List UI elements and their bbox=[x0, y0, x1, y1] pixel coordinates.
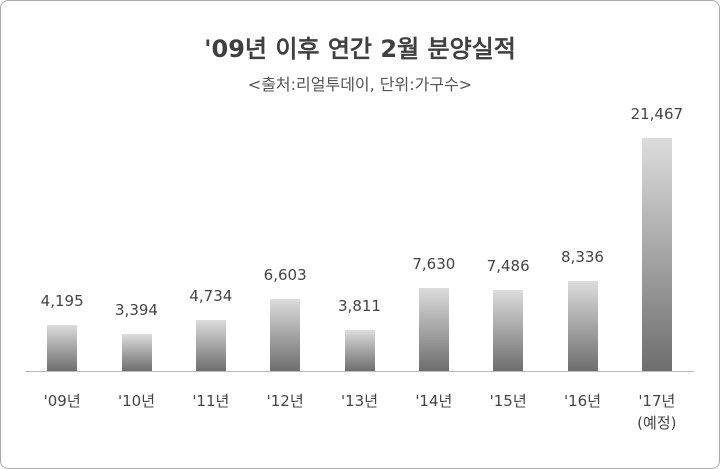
data-label: 7,630 bbox=[412, 255, 456, 274]
data-label: 6,603 bbox=[263, 266, 307, 285]
bar bbox=[47, 325, 78, 371]
bar bbox=[344, 329, 375, 371]
x-tick-label: '14년 bbox=[415, 392, 453, 410]
data-label: 4,734 bbox=[189, 286, 233, 305]
x-tick-label: '17년 (예정) bbox=[637, 392, 677, 432]
bar bbox=[418, 288, 449, 371]
bar bbox=[567, 280, 598, 371]
data-label: 7,486 bbox=[486, 256, 530, 275]
bar bbox=[270, 299, 301, 371]
x-tick-label: '16년 bbox=[563, 392, 601, 410]
data-label: 3,811 bbox=[338, 296, 381, 315]
baseline bbox=[25, 371, 694, 372]
data-label: 21,467 bbox=[630, 105, 684, 123]
x-tick-label: '11년 bbox=[192, 392, 230, 410]
x-tick-label: '12년 bbox=[266, 392, 304, 410]
bar bbox=[493, 289, 524, 371]
bar bbox=[121, 334, 152, 371]
x-tick-label: '09년 bbox=[43, 392, 81, 410]
bar bbox=[195, 319, 226, 371]
chart-title: '09년 이후 연간 2월 분양실적 bbox=[204, 35, 516, 63]
data-label: 8,336 bbox=[561, 247, 604, 266]
x-tick-label: '13년 bbox=[340, 392, 378, 410]
data-label: 3,394 bbox=[115, 301, 158, 320]
x-tick-label: '15년 bbox=[489, 392, 527, 410]
chart-subtitle: <출처:리얼투데이, 단위:가구수> bbox=[247, 75, 473, 94]
bar bbox=[641, 138, 672, 371]
x-tick-label: '10년 bbox=[117, 392, 155, 410]
data-label: 4,195 bbox=[40, 292, 84, 311]
